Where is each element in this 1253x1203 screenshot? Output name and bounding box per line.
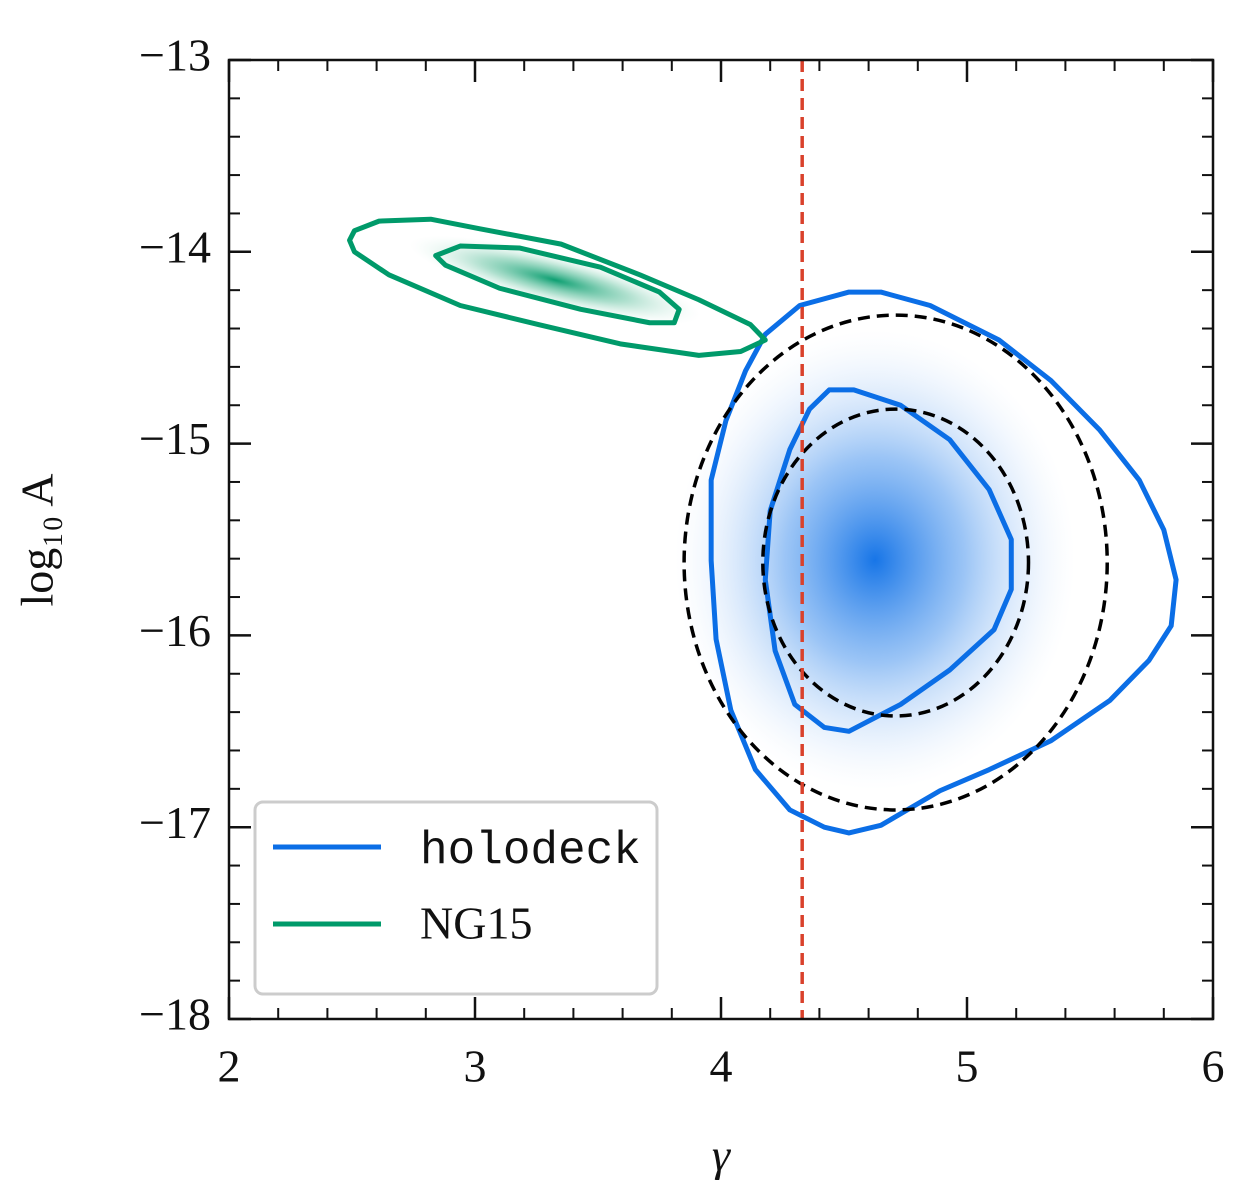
dashed-ellipse — [682, 313, 1109, 812]
x-axis-label: γ — [712, 1130, 732, 1181]
legend-label: holodeck — [420, 825, 641, 877]
y-tick-label: −18 — [139, 989, 211, 1040]
density-blob — [409, 235, 701, 325]
x-tick-label: 3 — [464, 1041, 487, 1092]
x-tick-label: 2 — [218, 1041, 241, 1092]
contour-line — [347, 216, 768, 358]
density-blob — [675, 330, 1075, 790]
legend-box — [253, 800, 659, 996]
y-tick-label: −13 — [139, 30, 211, 81]
plot-layer: holodeck NG15 — [227, 58, 1215, 1021]
y-tick-label: −15 — [139, 413, 211, 464]
legend-label: NG15 — [420, 898, 532, 949]
y-tick-label: −14 — [139, 221, 211, 272]
x-tick-label: 6 — [1202, 1041, 1225, 1092]
contour-line — [433, 243, 682, 326]
y-axis-label: log₁₀ A — [12, 473, 63, 606]
x-tick-label: 5 — [956, 1041, 979, 1092]
contour-line — [708, 289, 1179, 836]
density-background — [409, 235, 1075, 790]
dashed-ellipse — [761, 407, 1031, 718]
y-tick-label: −17 — [139, 797, 211, 848]
y-tick-label: −16 — [139, 605, 211, 656]
x-tick-label: 4 — [710, 1041, 733, 1092]
